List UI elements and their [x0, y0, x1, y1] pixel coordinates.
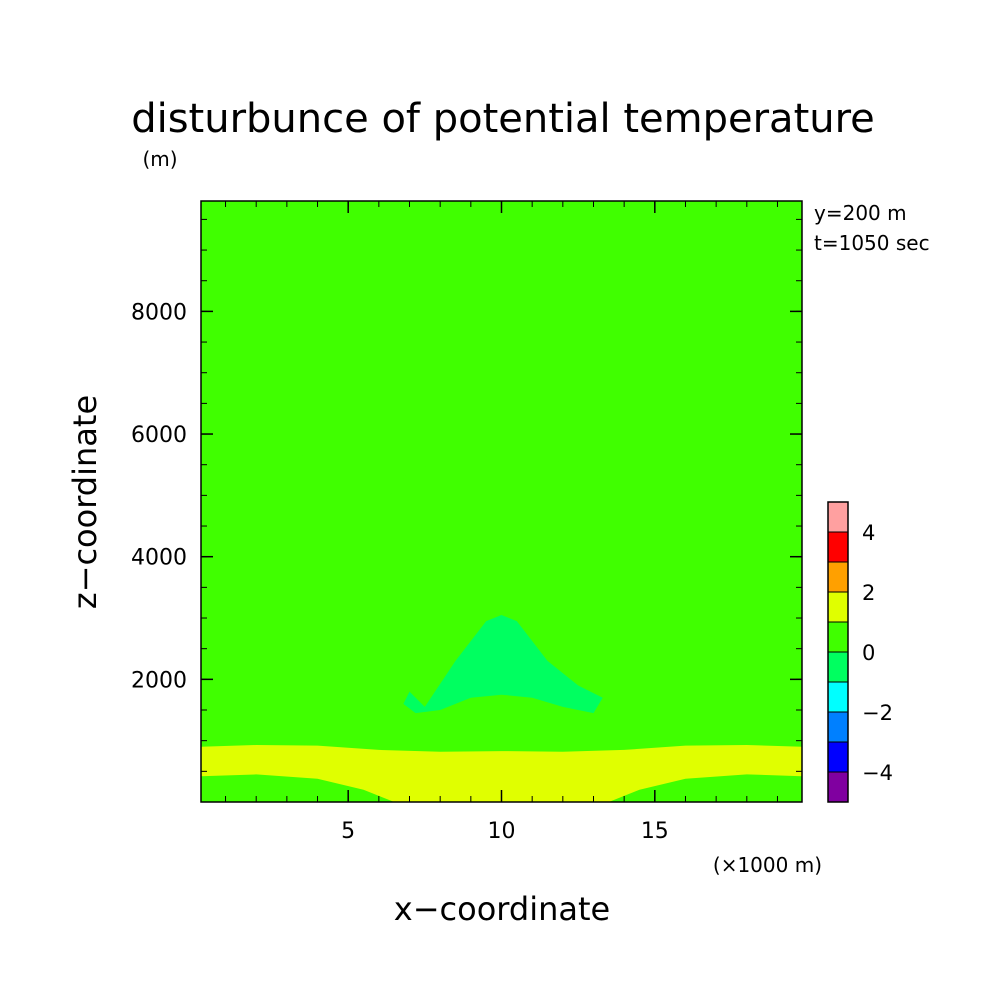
colorbar-segment — [827, 591, 849, 623]
y-tick-label: 4000 — [131, 546, 187, 571]
colorbar-tick-label: −4 — [862, 761, 893, 785]
y-axis-label: z−coordinate — [66, 395, 104, 609]
y-tick-label: 8000 — [131, 300, 187, 325]
plot-area — [201, 201, 802, 802]
colorbar-segment — [827, 771, 849, 803]
x-tick-label: 15 — [641, 819, 669, 844]
colorbar-segment — [827, 531, 849, 563]
y-tick-label: 6000 — [131, 423, 187, 448]
colorbar-segment — [827, 651, 849, 683]
colorbar-segment — [827, 621, 849, 653]
contour-region-5 — [201, 745, 802, 802]
x-axis: 5 10 15 — [341, 201, 669, 844]
contour-region-3 — [201, 455, 802, 753]
colorbar-segment — [827, 741, 849, 773]
y-tick-label: 2000 — [131, 668, 187, 693]
unit-label: (m) — [142, 147, 177, 171]
chart-title: disturbunce of potential temperature — [131, 96, 875, 142]
colorbar-tick-label: 2 — [862, 581, 875, 605]
x-unit-note: (×1000 m) — [713, 853, 822, 877]
info-line-2: t=1050 sec — [814, 231, 930, 255]
contour-region-4 — [403, 615, 603, 714]
x-tick-label: 10 — [488, 819, 516, 844]
x-tick-label: 5 — [341, 819, 355, 844]
contour-region-2 — [653, 201, 802, 470]
info-line-1: y=200 m — [814, 201, 907, 225]
colorbar: −4 −2 0 2 4 — [827, 501, 893, 803]
colorbar-border — [827, 501, 849, 803]
colorbar-segment — [827, 501, 849, 533]
x-axis-label: x−coordinate — [394, 890, 610, 928]
colorbar-tick-label: −2 — [862, 701, 893, 725]
y-axis: 2000 4000 6000 8000 — [131, 300, 802, 693]
colorbar-segment — [827, 681, 849, 713]
colorbar-tick-label: 4 — [862, 521, 875, 545]
colorbar-segment — [827, 561, 849, 593]
colorbar-tick-label: 0 — [862, 641, 875, 665]
contour-region-1 — [201, 201, 350, 470]
colorbar-segment — [827, 711, 849, 743]
